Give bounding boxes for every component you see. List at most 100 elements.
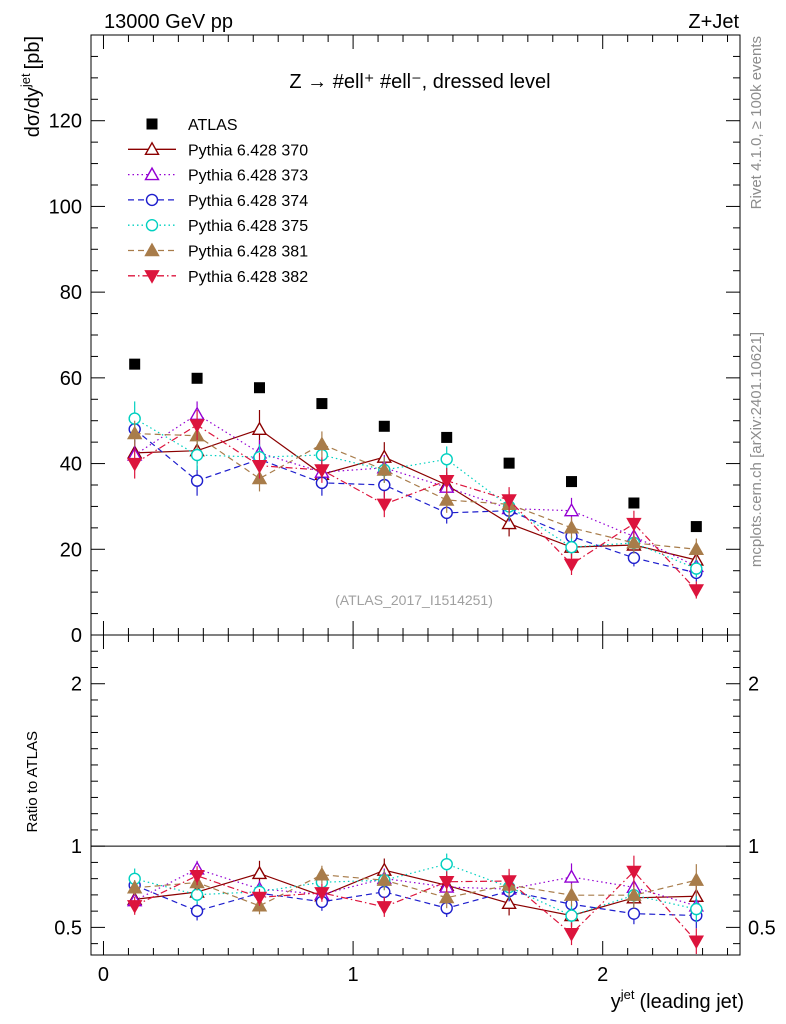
series-381-ratio-point [314, 866, 330, 881]
energy-label: 13000 GeV pp [104, 11, 233, 33]
series-382-point [376, 498, 392, 513]
atlas-data-point [441, 431, 453, 443]
ratio-y-axis-label: Ratio to ATLAS [24, 731, 41, 832]
series-381-ratio-point [126, 879, 143, 894]
series-375-line [134, 418, 697, 570]
mcplots-label: mcplots.cern.ch [arXiv:2401.10621] [748, 332, 765, 567]
series-370-point [251, 421, 268, 435]
legend-series-373-marker [144, 166, 160, 181]
series-382-point [439, 475, 455, 489]
series-382-ratio-point [563, 928, 580, 942]
series-382-point [626, 517, 642, 532]
analysis-id: (ATLAS_2017_I1514251) [335, 592, 493, 608]
series-381-point [439, 492, 455, 506]
series-382-line [134, 424, 697, 591]
series-373-line [134, 413, 697, 567]
rivet-label: Rivet 4.1.0, ≥ 100k events [748, 36, 765, 209]
series-375-point [690, 562, 703, 575]
series-382-point [189, 419, 205, 433]
series-381-point [563, 519, 580, 534]
series-382-point [126, 457, 143, 472]
legend-series-373-label: Pythia 6.428 373 [188, 168, 308, 185]
series-382-ratio-point [251, 891, 268, 906]
series-373-point [563, 502, 580, 517]
series-381-ratio-point [688, 872, 705, 886]
series-373-ratio-point [563, 869, 580, 883]
atlas-data-point [566, 476, 578, 488]
legend-atlas-marker [146, 118, 158, 130]
legend-series-382-label: Pythia 6.428 382 [188, 269, 308, 286]
series-374-point [190, 474, 204, 487]
series-382-ratio-point [501, 875, 517, 889]
legend-series-370-marker [144, 141, 160, 156]
ratio-tick-label-right: 2 [748, 674, 759, 696]
series-370-line [134, 428, 697, 561]
atlas-data-point [378, 420, 390, 432]
series-381-ratio-point [626, 887, 642, 901]
x-tick-label: 1 [348, 964, 359, 986]
series-370-ratio-point [501, 895, 517, 909]
x-tick-label: 0 [98, 964, 109, 986]
ratio-panel-frame [90, 634, 741, 956]
series-375-ratio-point [690, 902, 703, 916]
series-381-ratio-point [439, 889, 455, 904]
series-381-ratio-point [376, 872, 392, 886]
series-374-line [134, 428, 697, 574]
series-375-point [440, 453, 453, 466]
ratio-tick-label: 2 [71, 674, 82, 696]
series-375-ratio-point [190, 888, 204, 901]
series-381-line [134, 432, 697, 550]
main-panel-data [126, 358, 705, 599]
ratio-tick-label: 0.5 [54, 917, 82, 939]
series-382-ratio-point [626, 865, 642, 880]
legend-series-370-label: Pythia 6.428 370 [188, 142, 308, 159]
ratio-tick-label-right: 0.5 [748, 917, 776, 939]
series-382-point [563, 558, 580, 573]
series-370-ratio-point [251, 865, 268, 880]
series-375-ratio-line [134, 863, 697, 917]
series-375-ratio-point [565, 909, 578, 922]
series-370-point [501, 515, 517, 530]
series-382-point [688, 584, 705, 598]
legend: ATLAS Pythia 6.428 370 Pythia 6.428 373 Pyt… [128, 117, 308, 286]
ratio-tick-label-right: 1 [748, 836, 759, 858]
series-381-point [126, 425, 143, 440]
series-382-ratio-point [688, 935, 705, 950]
series-381-ratio-line [134, 874, 697, 907]
series-382-ratio-point [126, 900, 143, 914]
ratio-panel-data [126, 853, 705, 955]
x-axis-label: yjet (leading jet) [611, 987, 744, 1013]
series-374-point [627, 551, 641, 565]
atlas-data-point [690, 521, 702, 533]
series-382-ratio-point [314, 887, 330, 901]
y-tick-label: 20 [60, 539, 82, 561]
atlas-data-point [503, 457, 515, 469]
series-382-ratio-point [439, 876, 455, 890]
atlas-data-point [253, 382, 265, 394]
y-axis-label: dσ/dyjet[pb] [18, 36, 44, 137]
legend-series-381-marker [144, 242, 160, 257]
legend-series-382-marker [144, 270, 160, 284]
x-tick-label: 2 [597, 964, 608, 986]
series-382-point [251, 460, 268, 474]
legend-series-375-marker [145, 218, 159, 232]
legend-series-374-marker [145, 193, 159, 207]
series-370-ratio-line [134, 869, 697, 917]
atlas-data-point [628, 497, 640, 509]
y-tick-label: 120 [49, 111, 82, 133]
y-tick-label: 60 [60, 368, 82, 390]
process-label: Z+Jet [688, 11, 739, 33]
series-381-point [626, 534, 642, 549]
chart-title: Z → #ell⁺ #ell⁻, dressed level [289, 71, 550, 93]
series-382-point [501, 494, 517, 508]
y-tick-label: 40 [60, 454, 82, 476]
legend-atlas-label: ATLAS [188, 117, 238, 134]
series-374-ratio-point [627, 907, 641, 920]
series-375-ratio-point [440, 857, 453, 871]
series-381-point [376, 462, 392, 476]
series-375-point [565, 540, 578, 554]
series-374-ratio-point [190, 904, 204, 918]
series-382-ratio-line [134, 870, 697, 942]
legend-series-381-label: Pythia 6.428 381 [188, 244, 308, 261]
